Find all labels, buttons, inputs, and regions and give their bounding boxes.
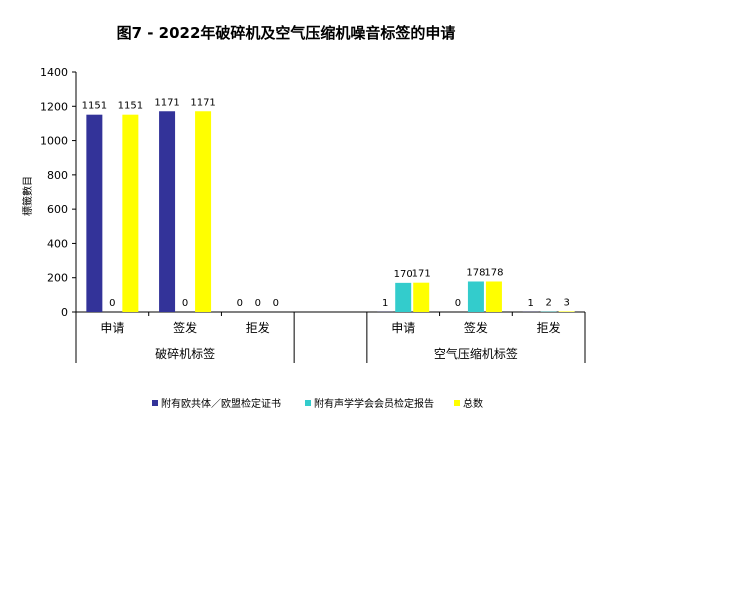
legend-item-ioa-report: 附有声学学会会员检定报告: [305, 395, 434, 410]
bar-value-label: 3: [563, 297, 569, 308]
x-category-label: 申请: [100, 321, 124, 335]
bar: [485, 281, 502, 312]
bar: [195, 111, 212, 312]
x-category-label: 签发: [173, 320, 197, 335]
x-category-label: 拒发: [537, 320, 561, 335]
chart-legend: 附有欧共体／欧盟检定证书 附有声学学会会员检定报告 总数: [152, 395, 483, 410]
bar: [122, 114, 139, 312]
y-tick-label: 600: [47, 203, 68, 216]
y-tick-label: 400: [47, 237, 68, 250]
chart-title: 图7 - 2022年破碎机及空气压缩机噪音标签的申请: [116, 24, 456, 42]
x-category-label: 签发: [464, 320, 488, 335]
bar-value-label: 1151: [82, 101, 107, 112]
y-axis-label: 標籤數目: [21, 176, 34, 216]
bar-value-label: 178: [466, 267, 485, 278]
y-tick-label: 1000: [40, 135, 68, 148]
x-category-label: 申请: [391, 321, 415, 335]
bar-value-label: 178: [484, 267, 503, 278]
legend-item-ec-cert: 附有欧共体／欧盟检定证书: [152, 395, 281, 410]
legend-item-total: 总数: [454, 395, 483, 410]
bar-value-label: 1171: [154, 97, 179, 108]
bar-value-label: 1: [527, 298, 533, 309]
x-group-label: 空气压缩机标签: [434, 346, 518, 361]
bar-value-label: 170: [394, 269, 413, 280]
bar-value-label: 0: [109, 298, 115, 309]
bar-value-label: 0: [455, 298, 461, 309]
bar-value-label: 0: [237, 298, 243, 309]
y-tick-label: 1200: [40, 100, 68, 113]
bar-value-label: 171: [412, 269, 431, 280]
bar-value-label: 1171: [190, 97, 215, 108]
bar-value-label: 1151: [118, 101, 143, 112]
bar: [467, 281, 484, 312]
legend-label-ec-cert: 附有欧共体／欧盟检定证书: [161, 399, 281, 410]
bar-value-label: 0: [182, 298, 188, 309]
legend-swatch-ec-cert: [152, 399, 158, 406]
bar: [159, 111, 176, 312]
bar: [395, 282, 412, 312]
bar: [413, 282, 430, 312]
bar-value-label: 1: [382, 298, 388, 309]
legend-label-total: 总数: [463, 399, 483, 410]
legend-label-ioa-report: 附有声学学会会员检定报告: [314, 399, 434, 410]
y-tick-label: 0: [61, 306, 68, 319]
y-tick-label: 800: [47, 169, 68, 182]
x-category-label: 拒发: [246, 320, 270, 335]
x-group-label: 破碎机标签: [155, 346, 215, 361]
bar-value-label: 0: [273, 298, 279, 309]
legend-swatch-ioa-report: [305, 399, 311, 406]
y-tick-label: 1400: [40, 66, 68, 79]
y-tick-label: 200: [47, 272, 68, 285]
bar-value-label: 2: [545, 298, 551, 309]
bar-value-label: 0: [255, 298, 261, 309]
bar: [86, 114, 103, 312]
bar: [558, 311, 575, 312]
legend-swatch-total: [454, 399, 460, 406]
